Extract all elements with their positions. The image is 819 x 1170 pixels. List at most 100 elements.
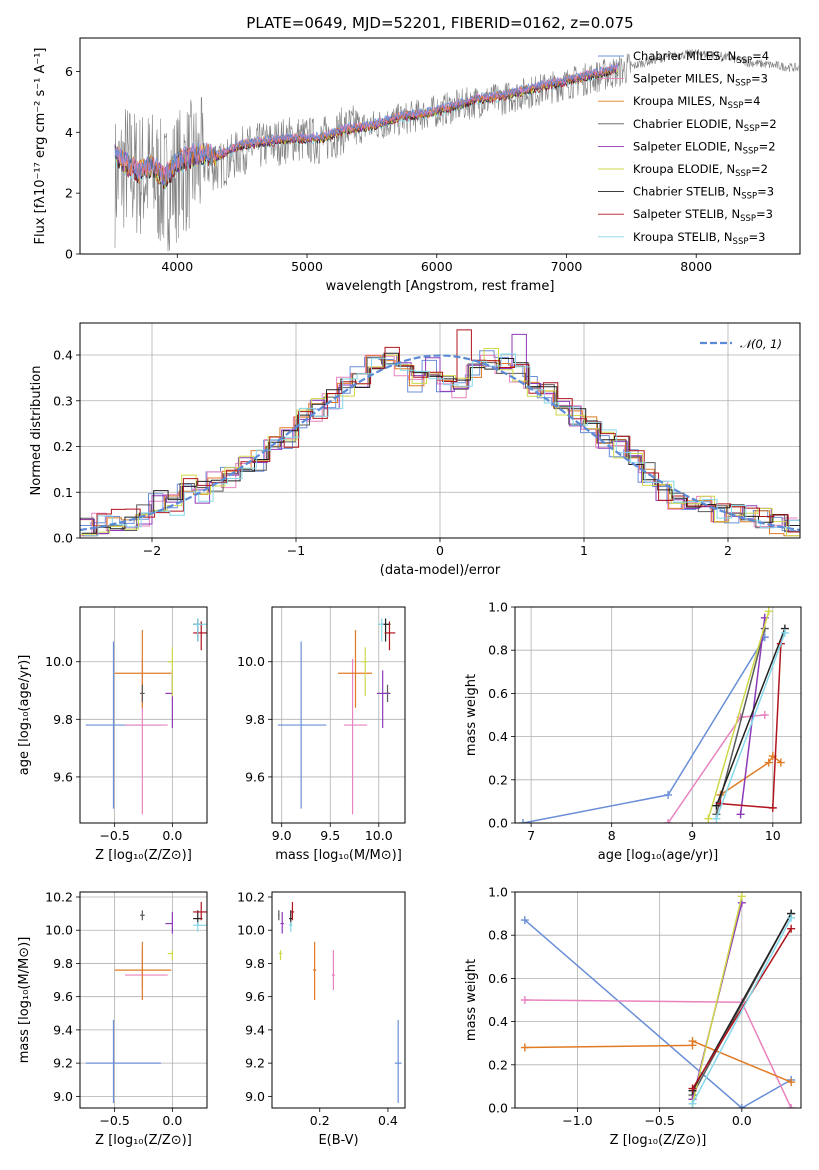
y-tick-label: 9.6 (245, 989, 265, 1004)
y-axis-label: Flux [fλ10⁻¹⁷ erg cm⁻² s⁻¹ A⁻¹] (33, 48, 48, 245)
figure-title: PLATE=0649, MJD=52201, FIBERID=0162, z=0… (246, 14, 633, 32)
legend-label: Chabrier STELIB, NSSP=3 (633, 185, 774, 202)
axes-frame (271, 606, 406, 824)
normal-curve (80, 354, 800, 532)
y-axis-label: Normed distribution (29, 366, 44, 496)
hist-chabrier-stelib (81, 352, 800, 534)
legend-label-rest: =4 (743, 94, 760, 108)
x-axis-label: wavelength [Angstrom, rest frame] (326, 279, 555, 294)
weight-marker (688, 1037, 697, 1046)
weight-marker (664, 819, 673, 823)
y-tick-label: 0.0 (488, 1101, 508, 1116)
y-tick-label: 9.6 (245, 769, 265, 784)
x-tick-label: −2 (143, 543, 161, 558)
y-tick-label: 0.6 (488, 686, 508, 701)
errorbars-mass_vs_EBV (278, 901, 402, 1104)
weight-marker (776, 758, 785, 767)
legend-label-rest: =3 (748, 230, 765, 244)
x-tick-label: 0 (436, 543, 444, 558)
weight-line (715, 628, 786, 806)
weight-line (524, 1039, 792, 1083)
legend-subscript: SSP (741, 192, 757, 202)
weight-marker (787, 1078, 796, 1087)
axes-weight_vs_Z: −1.0 −0.5 0.0 0.0 0.2 0.4 0.6 0.8 1.0 Z [log₁₀(Z/… (464, 885, 801, 1148)
weight-line (691, 896, 743, 1104)
weight-marker (520, 916, 529, 925)
legend-label: Kroupa MILES, NSSP=4 (633, 94, 760, 111)
x-tick-label: 5000 (291, 259, 323, 274)
y-tick-label: 9.2 (53, 1056, 73, 1071)
y-tick-label: 9.6 (53, 989, 73, 1004)
y-tick-label: 9.8 (245, 712, 265, 727)
y-tick-label: 0.2 (53, 439, 73, 454)
weight-line (739, 617, 766, 815)
x-tick-label: 9.5 (320, 828, 340, 843)
legend-subscript: SSP (743, 146, 759, 156)
y-tick-label: 0.6 (488, 971, 508, 986)
axes-age_vs_Z: −0.5 0.0 9.6 9.8 10.0 Z [log₁₀(Z/Z⊙)] age [log… (17, 607, 207, 863)
legend-subscript: SSP (736, 56, 752, 66)
weight-marker (704, 814, 713, 823)
y-tick-label: 9.8 (245, 956, 265, 971)
x-tick-label: −0.5 (99, 1113, 129, 1128)
legend-label-rest: =2 (760, 117, 777, 131)
x-axis-label: Z [log₁₀(Z/Z⊙)] (95, 848, 192, 863)
y-tick-label: 9.4 (53, 1022, 73, 1037)
errorbars-age_vs_Z (85, 618, 207, 815)
y-tick-label: 9.4 (245, 1022, 265, 1037)
legend-subscript: SSP (735, 169, 751, 179)
legend-label: Salpeter ELODIE, NSSP=2 (633, 139, 776, 156)
hist-kroupa-stelib (83, 353, 800, 537)
hist-salpeter-stelib (82, 329, 800, 537)
axes-residuals: −2 −1 0 1 2 0.0 0.1 0.2 0.3 0.4 (data-model)/error… (29, 323, 800, 578)
y-tick-label: 0.4 (53, 348, 73, 363)
y-tick-label: 10.0 (237, 654, 265, 669)
axes-frame (514, 891, 802, 1109)
legend-label: Kroupa STELIB, NSSP=3 (633, 230, 765, 247)
x-tick-label: 0.0 (162, 1113, 182, 1128)
legend-subscript: SSP (728, 101, 744, 111)
weight-marker (688, 1099, 697, 1108)
y-tick-label: 0.4 (488, 729, 508, 744)
legend-label: Chabrier ELODIE, NSSP=2 (633, 117, 777, 134)
weight-marker (712, 814, 721, 823)
y-axis-label: mass weight (464, 674, 479, 756)
y-tick-label: 0 (65, 247, 73, 262)
y-tick-label: 9.8 (53, 956, 73, 971)
x-tick-label: 8000 (680, 259, 712, 274)
weight-marker (764, 758, 773, 767)
legend-label-rest: =2 (759, 139, 776, 153)
x-tick-label: 0.0 (162, 828, 182, 843)
x-tick-label: 9 (688, 828, 696, 843)
x-tick-label: 0.2 (310, 1113, 330, 1128)
y-tick-label: 1.0 (488, 885, 508, 900)
y-axis-label: age [log₁₀(age/yr)] (17, 655, 32, 776)
axes-frame (79, 606, 208, 824)
weight-line (715, 632, 786, 819)
legend-label-rest: =3 (756, 207, 773, 221)
plots: 4000 5000 6000 7000 8000 0 2 4 6 wavelength [Angs… (17, 37, 802, 1148)
y-tick-label: 0.3 (53, 393, 73, 408)
x-tick-label: 6000 (421, 259, 453, 274)
x-tick-label: −0.5 (644, 1113, 674, 1128)
x-tick-label: −1 (287, 543, 305, 558)
weight-marker (780, 628, 789, 637)
y-tick-label: 10.0 (45, 923, 73, 938)
weight-marker (736, 810, 745, 819)
y-tick-label: 4 (65, 125, 73, 140)
legend-label: Chabrier MILES, NSSP=4 (633, 49, 769, 66)
weight-marker (520, 1043, 529, 1052)
legend-subscript: SSP (740, 214, 756, 224)
model-chabrier-miles (114, 62, 619, 186)
y-axis-label: mass weight (464, 959, 479, 1041)
x-tick-label: 0.0 (732, 1113, 752, 1128)
weight-marker (519, 819, 528, 823)
weight-line (524, 999, 792, 1108)
x-tick-label: −1.0 (562, 1113, 592, 1128)
y-tick-label: 2 (65, 186, 73, 201)
legend-subscript: SSP (735, 79, 751, 89)
y-tick-label: 0.2 (488, 1057, 508, 1072)
y-tick-label: 0.2 (488, 772, 508, 787)
axes-frame (514, 606, 802, 824)
legend-label-rest: =3 (751, 72, 768, 86)
